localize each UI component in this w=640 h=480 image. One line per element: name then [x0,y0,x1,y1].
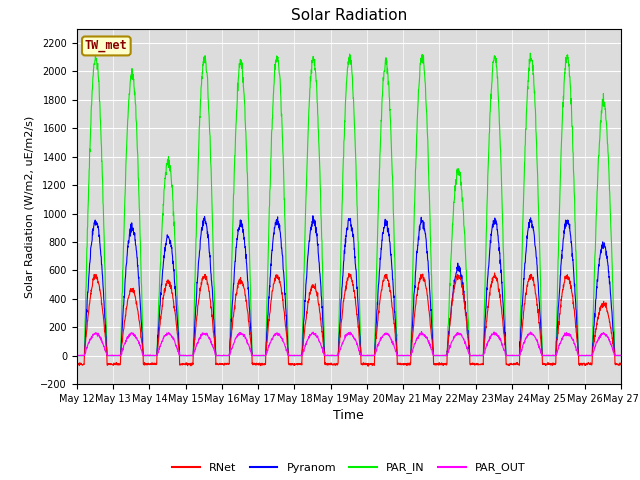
Title: Solar Radiation: Solar Radiation [291,9,407,24]
RNet [365,361,372,367]
PAR_IN [365,353,372,359]
Line: PAR_IN: PAR_IN [77,53,621,356]
Line: RNet: RNet [77,273,621,366]
PAR_IN [73,353,81,359]
PAR_OUT [376,336,384,341]
PAR_OUT [617,352,625,358]
Y-axis label: Solar Radiation (W/m2, uE/m2/s): Solar Radiation (W/m2, uE/m2/s) [25,115,35,298]
Pyranom [617,353,625,359]
PAR_IN [617,353,625,359]
Pyranom [376,257,384,263]
Pyranom [225,353,232,359]
Pyranom [507,353,515,359]
Line: Pyranom: Pyranom [77,216,621,356]
RNet [491,270,499,276]
X-axis label: Time: Time [333,409,364,422]
PAR_IN [376,142,384,147]
PAR_OUT [584,353,592,359]
PAR_OUT [365,353,372,359]
PAR_IN [569,149,577,155]
Pyranom [569,257,577,263]
RNet [225,361,232,367]
RNet [584,360,592,365]
Legend: RNet, Pyranom, PAR_IN, PAR_OUT: RNet, Pyranom, PAR_IN, PAR_OUT [168,458,530,478]
RNet [570,301,577,307]
PAR_OUT [570,336,577,342]
Pyranom [584,353,592,359]
PAR_OUT [508,353,515,359]
Pyranom [309,213,317,219]
RNet [617,361,625,367]
RNet [376,293,384,299]
PAR_OUT [418,329,426,335]
PAR_IN [584,353,592,359]
PAR_OUT [225,352,232,358]
PAR_OUT [73,352,81,358]
PAR_IN [507,353,515,359]
PAR_IN [225,353,232,359]
RNet [508,361,515,367]
Text: TW_met: TW_met [85,39,128,52]
Pyranom [365,353,372,359]
Pyranom [73,353,81,359]
PAR_IN [92,50,99,56]
RNet [73,360,81,366]
PAR_OUT [76,353,84,359]
Line: PAR_OUT: PAR_OUT [77,332,621,356]
RNet [364,363,372,369]
